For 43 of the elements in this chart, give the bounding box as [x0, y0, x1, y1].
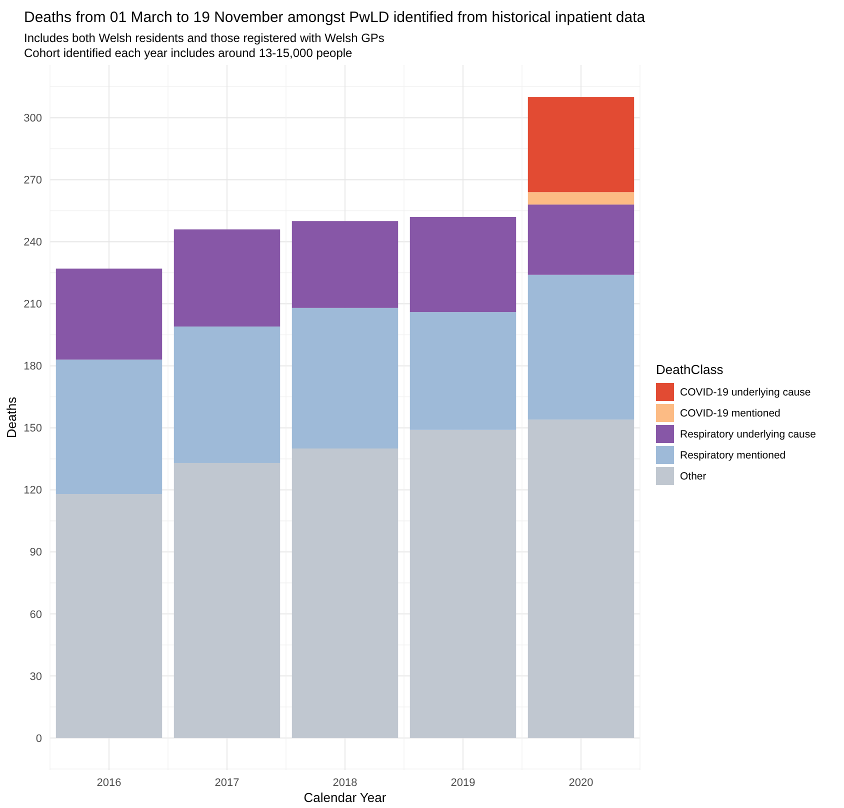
x-axis-title: Calendar Year — [304, 790, 387, 805]
bar — [174, 326, 280, 463]
y-tick-label: 150 — [24, 422, 42, 435]
x-tick-label: 2016 — [96, 777, 122, 789]
y-tick-label: 210 — [24, 298, 42, 311]
bar — [292, 308, 398, 449]
legend-label: COVID-19 underlying cause — [680, 386, 811, 399]
x-tick-label: 2020 — [568, 777, 594, 789]
bar — [56, 360, 162, 494]
y-tick-label: 180 — [24, 360, 42, 373]
bar — [528, 274, 634, 420]
y-axis-title: Deaths — [4, 396, 19, 438]
legend-label: COVID-19 mentioned — [680, 408, 781, 420]
chart-title: Deaths from 01 March to 19 November amongst PwLD identified from historical inpatient data — [24, 9, 646, 26]
chart-subtitle: Includes both Welsh residents and those registered with Welsh GPs Cohort identified each year includes around 13-15,000 people — [24, 31, 384, 60]
bar — [528, 192, 634, 205]
bar — [292, 221, 398, 308]
y-tick-label: 240 — [24, 236, 42, 249]
x-tick-label: 2017 — [214, 777, 240, 789]
bar — [528, 420, 634, 738]
y-tick-label: 300 — [24, 112, 42, 125]
bar — [174, 229, 280, 327]
legend-title: DeathClass — [656, 362, 724, 377]
legend-label: Respiratory underlying cause — [680, 428, 816, 441]
y-tick-label: 270 — [24, 174, 42, 187]
bar — [528, 204, 634, 275]
bar — [56, 268, 162, 360]
bar — [292, 448, 398, 738]
y-tick-label: 60 — [30, 608, 42, 621]
y-tick-label: 30 — [30, 670, 42, 683]
bar — [410, 312, 516, 430]
y-tick-label: 0 — [36, 732, 42, 745]
y-tick-label: 120 — [24, 484, 42, 497]
bar — [56, 494, 162, 738]
bar — [528, 97, 634, 192]
legend-label: Other — [680, 470, 707, 483]
bar — [174, 462, 280, 738]
bar — [410, 430, 516, 738]
legend-label: Respiratory mentioned — [680, 450, 786, 462]
x-tick-label: 2019 — [450, 777, 476, 789]
x-tick-label: 2018 — [332, 777, 358, 789]
bar — [410, 216, 516, 312]
y-tick-label: 90 — [30, 546, 42, 559]
